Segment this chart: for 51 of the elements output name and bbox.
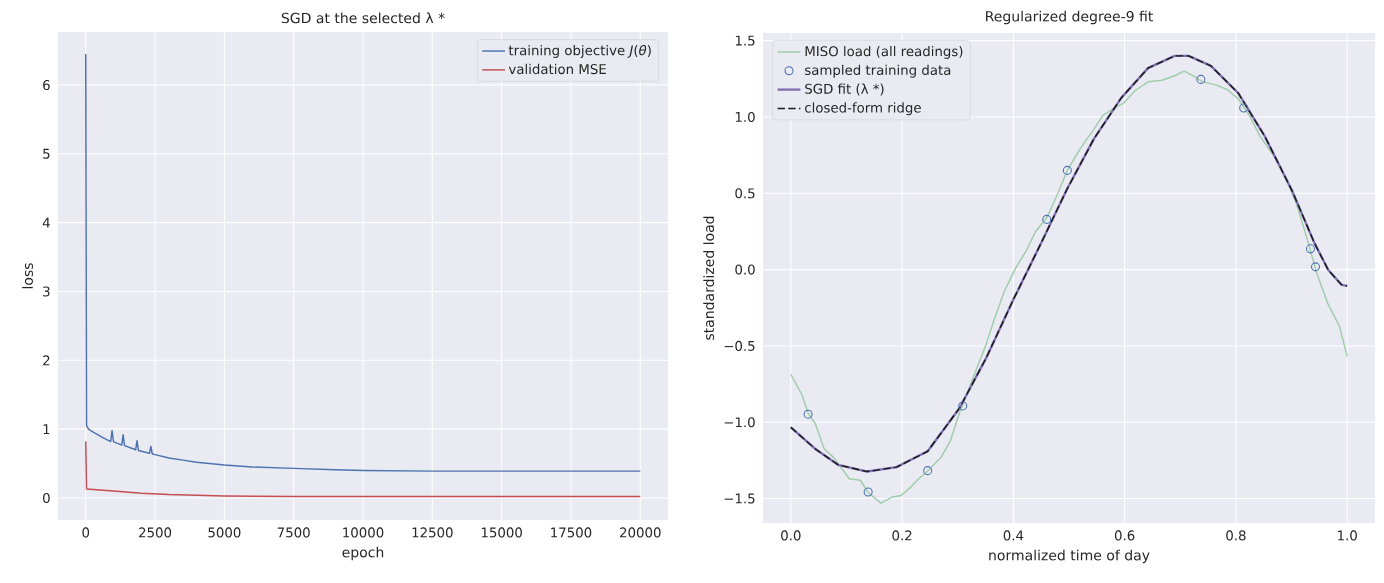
point (923, 466, 933, 476)
x-tick-label: 0.8 (1226, 530, 1246, 541)
point (1196, 74, 1206, 84)
x-tick-label: 1.0 (1338, 530, 1357, 541)
y-tick-label: 0 (43, 492, 50, 504)
point (1062, 165, 1072, 175)
x-tick-label: 7500 (277, 527, 310, 538)
x-axis-title: normalized time of day (989, 549, 1150, 564)
point (1310, 262, 1321, 272)
point (1305, 244, 1316, 254)
x-tick-label: 0.2 (892, 530, 912, 541)
y-tick-label: −1.0 (724, 417, 755, 428)
y-tick-label: −0.5 (724, 340, 755, 351)
y-tick-label: 6 (43, 79, 50, 91)
x-tick-label: 17500 (551, 527, 592, 538)
y-tick-label: 3 (43, 286, 50, 297)
chart-title: Regularized degree-9 fit (986, 10, 1153, 25)
point (803, 409, 813, 419)
y-tick-label: 0.5 (735, 188, 755, 199)
chart-title: SGD at the selected λ * (281, 12, 445, 24)
x-tick-label: 10000 (343, 527, 384, 538)
x-tick-label: 0 (82, 527, 90, 538)
y-tick-label: 0.0 (735, 264, 755, 275)
x-tick-label: 2500 (139, 527, 172, 538)
y-tick-label: 1.0 (735, 111, 755, 122)
y-tick-label: 1.5 (735, 35, 755, 46)
point (1239, 103, 1249, 113)
legend-label: MISO load (all readings) (805, 45, 963, 59)
y-tick-label: 4 (42, 217, 50, 228)
x-tick-label: 0.4 (1003, 530, 1024, 541)
y-axis-title: loss (22, 263, 33, 289)
x-axis-title: epoch (342, 546, 384, 561)
y-tick-label: −1.5 (724, 493, 755, 504)
y-tick-label: 2 (43, 355, 50, 366)
x-tick-label: 15000 (481, 527, 522, 538)
point (863, 487, 873, 497)
y-tick-label: 5 (43, 148, 50, 159)
x-tick-label: 0.6 (1114, 530, 1135, 541)
point (958, 401, 968, 411)
y-axis-title: standardized load (703, 216, 715, 340)
legend-label: closed-form ridge (805, 102, 921, 116)
y-tick-label: 1 (43, 424, 50, 434)
point (1042, 214, 1052, 224)
legend-label: training objective J(θ) (508, 44, 651, 58)
x-tick-label: 0.0 (781, 530, 801, 541)
legend-label: validation MSE (508, 63, 606, 75)
legend-label: sampled training data (805, 64, 951, 78)
x-tick-label: 20000 (620, 527, 661, 538)
x-tick-label: 5000 (208, 527, 241, 538)
legend-label: SGD fit (λ *) (805, 83, 884, 96)
x-tick-label: 12500 (412, 527, 453, 538)
